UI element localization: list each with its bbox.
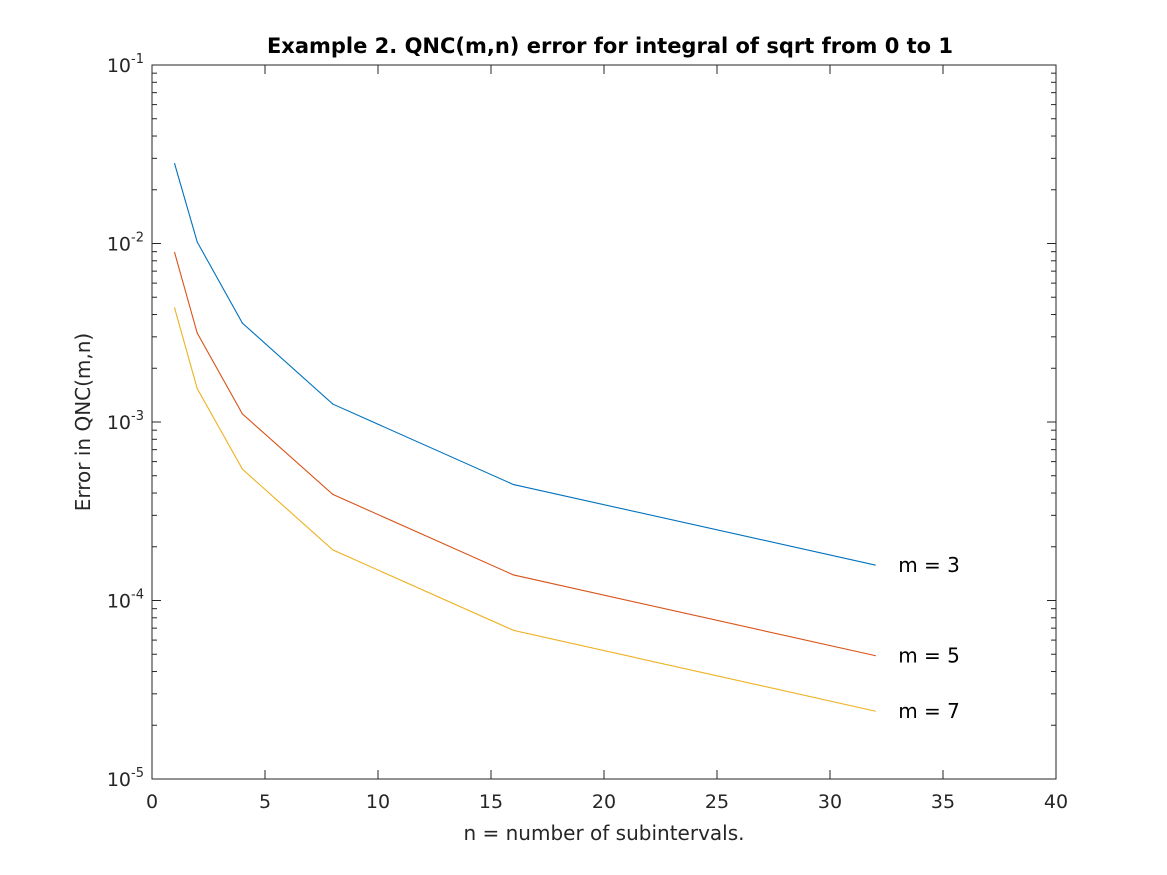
- data-point: [513, 483, 515, 486]
- data-point: [874, 710, 876, 712]
- data-point: [241, 468, 243, 470]
- x-tick-label: 25: [705, 791, 729, 813]
- y-axis: 10-110-210-310-410-5: [107, 52, 1056, 791]
- data-point: [196, 241, 198, 243]
- x-tick-label: 15: [479, 791, 503, 813]
- y-axis-label: Error in QNC(m,n): [71, 333, 95, 512]
- y-tick-exponent: -5: [131, 766, 144, 781]
- y-tick-label: 10-4: [107, 588, 144, 613]
- data-point: [513, 574, 515, 576]
- series-label-1: m = 5: [898, 644, 960, 668]
- x-tick-label: 20: [592, 791, 616, 813]
- data-point: [513, 629, 515, 631]
- series-line-2: [174, 307, 876, 712]
- x-tick-label: 30: [818, 791, 842, 813]
- series-label-0: m = 3: [898, 553, 960, 577]
- y-tick-label: 10-2: [107, 231, 144, 256]
- data-point: [332, 493, 334, 496]
- x-axis-label: n = number of subintervals.: [463, 821, 744, 845]
- chart-title: Example 2. QNC(m,n) error for integral o…: [267, 34, 953, 58]
- y-tick-exponent: -4: [131, 588, 144, 603]
- series-line-0: [174, 163, 876, 566]
- series-label-2: m = 7: [898, 699, 960, 723]
- data-point: [174, 307, 176, 309]
- series-labels: m = 3 m = 5 m = 7: [898, 553, 960, 723]
- data-point: [174, 251, 176, 254]
- x-tick-label: 10: [366, 791, 390, 813]
- data-point: [874, 655, 876, 657]
- plot-area: [151, 64, 1057, 780]
- data-point: [241, 413, 243, 415]
- y-tick-label: 10-1: [107, 52, 144, 77]
- y-tick-base: 10: [107, 234, 131, 256]
- y-tick-base: 10: [107, 55, 131, 77]
- y-tick-label: 10-3: [107, 409, 144, 434]
- data-point: [241, 322, 243, 324]
- data-point: [174, 163, 176, 165]
- series-line-1: [174, 252, 876, 657]
- data-point: [332, 403, 334, 405]
- x-tick-label: 40: [1044, 791, 1068, 813]
- y-tick-exponent: -2: [131, 231, 144, 246]
- x-axis: 0 5 10 15 20 25 30 35 40: [146, 65, 1068, 813]
- y-tick-exponent: -1: [131, 52, 144, 67]
- data-point: [196, 387, 198, 390]
- data-point: [196, 332, 198, 334]
- data-point: [332, 549, 334, 551]
- series-layer: [174, 163, 876, 712]
- x-tick-label: 35: [931, 791, 955, 813]
- y-tick-base: 10: [107, 412, 131, 434]
- y-tick-base: 10: [107, 769, 131, 791]
- x-tick-label: 5: [259, 791, 271, 813]
- y-tick-label: 10-5: [107, 766, 144, 791]
- y-tick-exponent: -3: [131, 409, 144, 424]
- y-tick-base: 10: [107, 591, 131, 613]
- data-point: [874, 564, 876, 566]
- x-tick-label: 0: [146, 791, 158, 813]
